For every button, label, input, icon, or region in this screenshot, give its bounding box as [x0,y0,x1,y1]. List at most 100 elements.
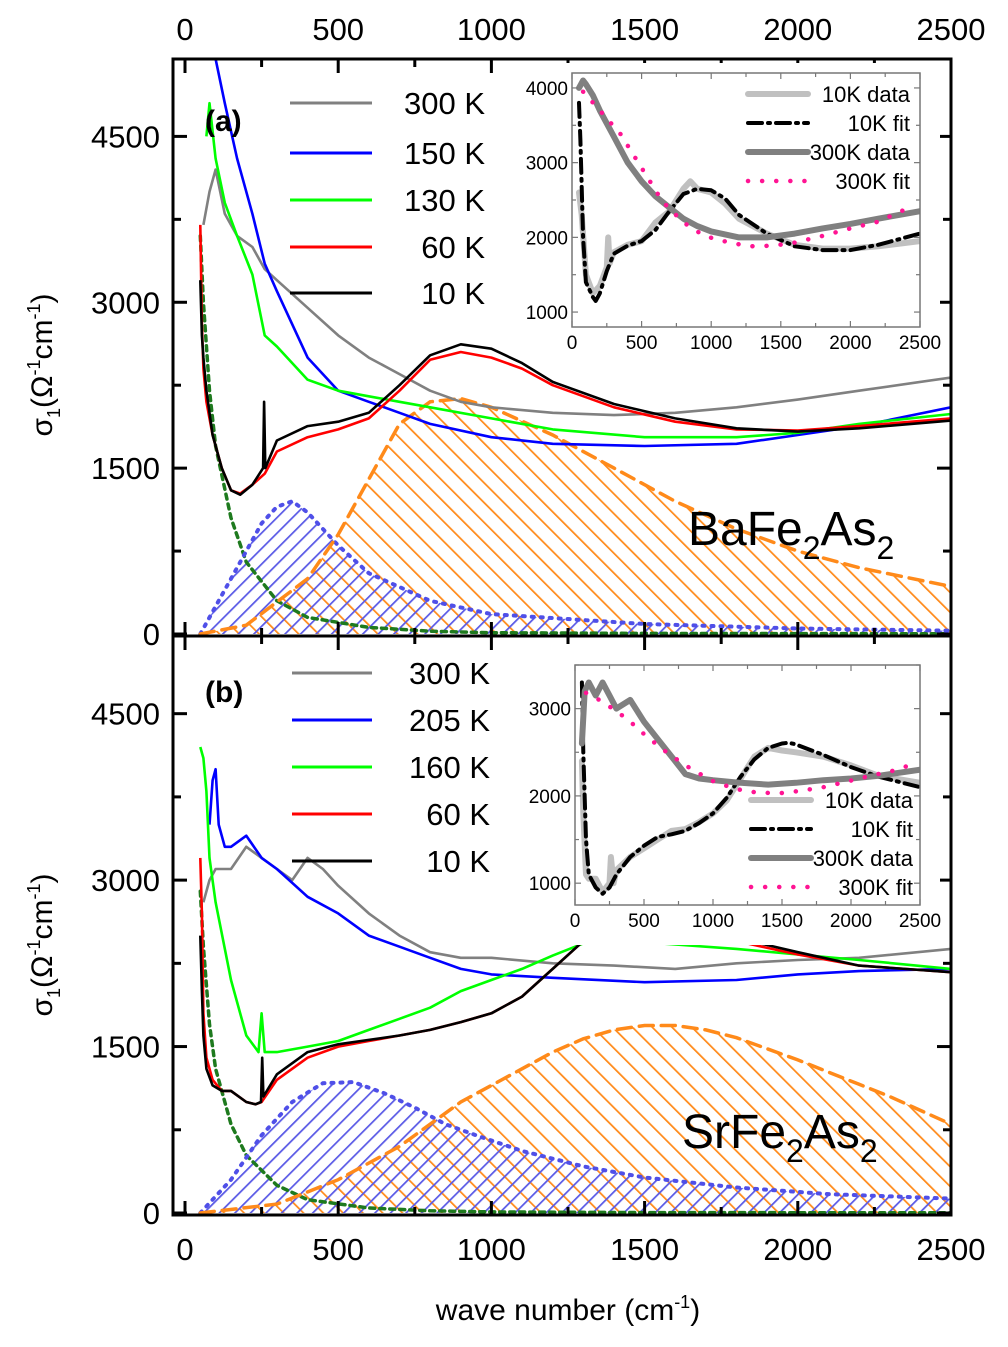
y-axis-label-part: (Ω [26,376,59,408]
inset-y-tick-label: 3000 [526,154,568,175]
inset-x-tick-label: 500 [628,911,660,932]
compound-text: SrFe [682,1106,786,1159]
inset-x-tick-label: 1500 [761,911,803,932]
y-axis-label-part: 1 [44,408,64,418]
plot-frame [171,634,953,1217]
x-axis-label-sup: -1 [674,1292,690,1312]
legend: 300 K 150 K 130 K 60 K 10 K [290,86,485,311]
legend-label: 130 K [404,183,485,218]
inset-y-tick-label: 2000 [526,228,568,249]
inset-y-tick-label: 4000 [526,79,568,100]
inset-legend: 10K data 10K fit 300K data 300K fit [745,82,911,194]
inset-x-tick-label: 2500 [899,333,941,354]
y-tick-label: 0 [143,617,160,652]
series-line-205k [208,767,951,984]
x-tick-label-top: 1500 [610,12,679,47]
inset-x-tick-label: 1500 [760,333,802,354]
inset-x-tick-label: 0 [570,911,581,932]
inset-y-tick-label: 1000 [526,303,568,324]
inset-series-300k-fit [580,89,909,249]
lorentz1-area [200,1082,951,1213]
inset-x-tick-label: 2000 [829,333,871,354]
inset-x-tick-label: 1000 [690,333,732,354]
x-tick-label: 2000 [763,1232,832,1267]
compound-text: As [804,1106,860,1159]
compound-subscript: 2 [803,530,821,566]
inset-legend-label: 10K data [822,82,911,107]
inset-legend: 10K data 10K fit 300K data 300K fit [748,788,914,900]
inset-legend-label: 300K data [810,140,911,165]
inset-legend-label: 10K data [825,788,914,813]
y-axis-label-part: cm [26,900,59,940]
x-tick-label-top: 2000 [763,12,832,47]
inset-y-tick-label: 3000 [529,700,571,721]
inset-chart: 0 500 1000 1500 2000 2500 1000 2000 3000 10K data… [529,655,941,945]
lorentz1-fit-line [198,499,951,636]
series-line-150k [214,59,951,448]
inset-x-tick-label: 2000 [830,911,872,932]
y-axis-label-part: -1 [24,304,44,320]
y-tick-label: 1500 [91,1030,160,1065]
inset-legend-label: 300K fit [835,169,910,194]
x-tick-label: 500 [312,1232,364,1267]
compound-subscript: 2 [786,1133,804,1169]
y-axis-label-part: σ [26,417,59,436]
compound-subscript: 2 [860,1133,878,1169]
legend-label: 150 K [404,136,485,171]
inset-x-tick-label: 0 [567,333,578,354]
inset-chart: 0 500 1000 1500 2000 2500 1000 2000 3000 4000 10K … [526,63,941,367]
y-axis-label-part: ) [26,874,59,884]
lorentz1-area [200,501,951,634]
shared-axes: wave number (cm-1)σ1(Ω-1cm-1)σ1(Ω-1cm-1) [24,294,700,1327]
x-tick-label: 1000 [457,1232,526,1267]
series-line-130k [205,101,951,439]
inset-series-10k-data [578,744,920,895]
y-axis-label-part: -1 [24,884,44,900]
x-axis-label: wave number (cm-1) [435,1292,700,1327]
panel-label: (b) [205,676,243,709]
series-line-10k [199,280,951,496]
legend-label: 10 K [426,844,490,879]
y-tick-label: 4500 [91,119,160,154]
inset-legend-label: 10K fit [848,111,910,136]
inset-y-tick-label: 2000 [529,787,571,808]
inset-x-tick-label: 2500 [899,911,941,932]
lorentz2-fit-line [198,1023,951,1215]
legend: 300 K 205 K 160 K 60 K 10 K [292,656,490,879]
compound-label: BaFe2As2 [688,503,894,566]
compound-text: BaFe [688,503,803,556]
y-axis-label-part: 1 [44,988,64,998]
plot-area [198,746,951,1215]
compound-label: SrFe2As2 [682,1106,878,1169]
legend-label: 60 K [426,797,490,832]
compound-subscript: 2 [877,530,895,566]
y-axis-label-part: ) [26,294,59,304]
legend-label: 160 K [409,750,490,785]
lorentz2-fit-line [198,396,951,636]
y-axis-label-part: (Ω [26,956,59,988]
inset-series-10k-fit [577,100,920,303]
inset-x-tick-label: 500 [626,333,658,354]
y-tick-label: 3000 [91,863,160,898]
inset-legend-label: 300K fit [838,875,913,900]
inset-series-300k-data [578,679,920,788]
lorentz2-area [200,398,951,634]
x-axis-label-close: ) [690,1294,700,1327]
plot-area [198,59,951,636]
inset-y-tick-label: 1000 [529,874,571,895]
x-tick-label: 1500 [610,1232,679,1267]
x-axis-label-text: wave number (cm [435,1294,674,1327]
x-tick-label-top: 500 [312,12,364,47]
y-tick-label: 4500 [91,697,160,732]
lorentz1-fit-line [198,1080,951,1215]
compound-text: As [821,503,877,556]
y-axis-label-part: -1 [24,360,44,376]
y-axis-label: σ1(Ω-1cm-1) [24,294,64,437]
y-axis-label-part: -1 [24,940,44,956]
y-tick-label: 1500 [91,451,160,486]
x-tick-label: 2500 [917,1232,986,1267]
y-tick-label: 0 [143,1196,160,1231]
